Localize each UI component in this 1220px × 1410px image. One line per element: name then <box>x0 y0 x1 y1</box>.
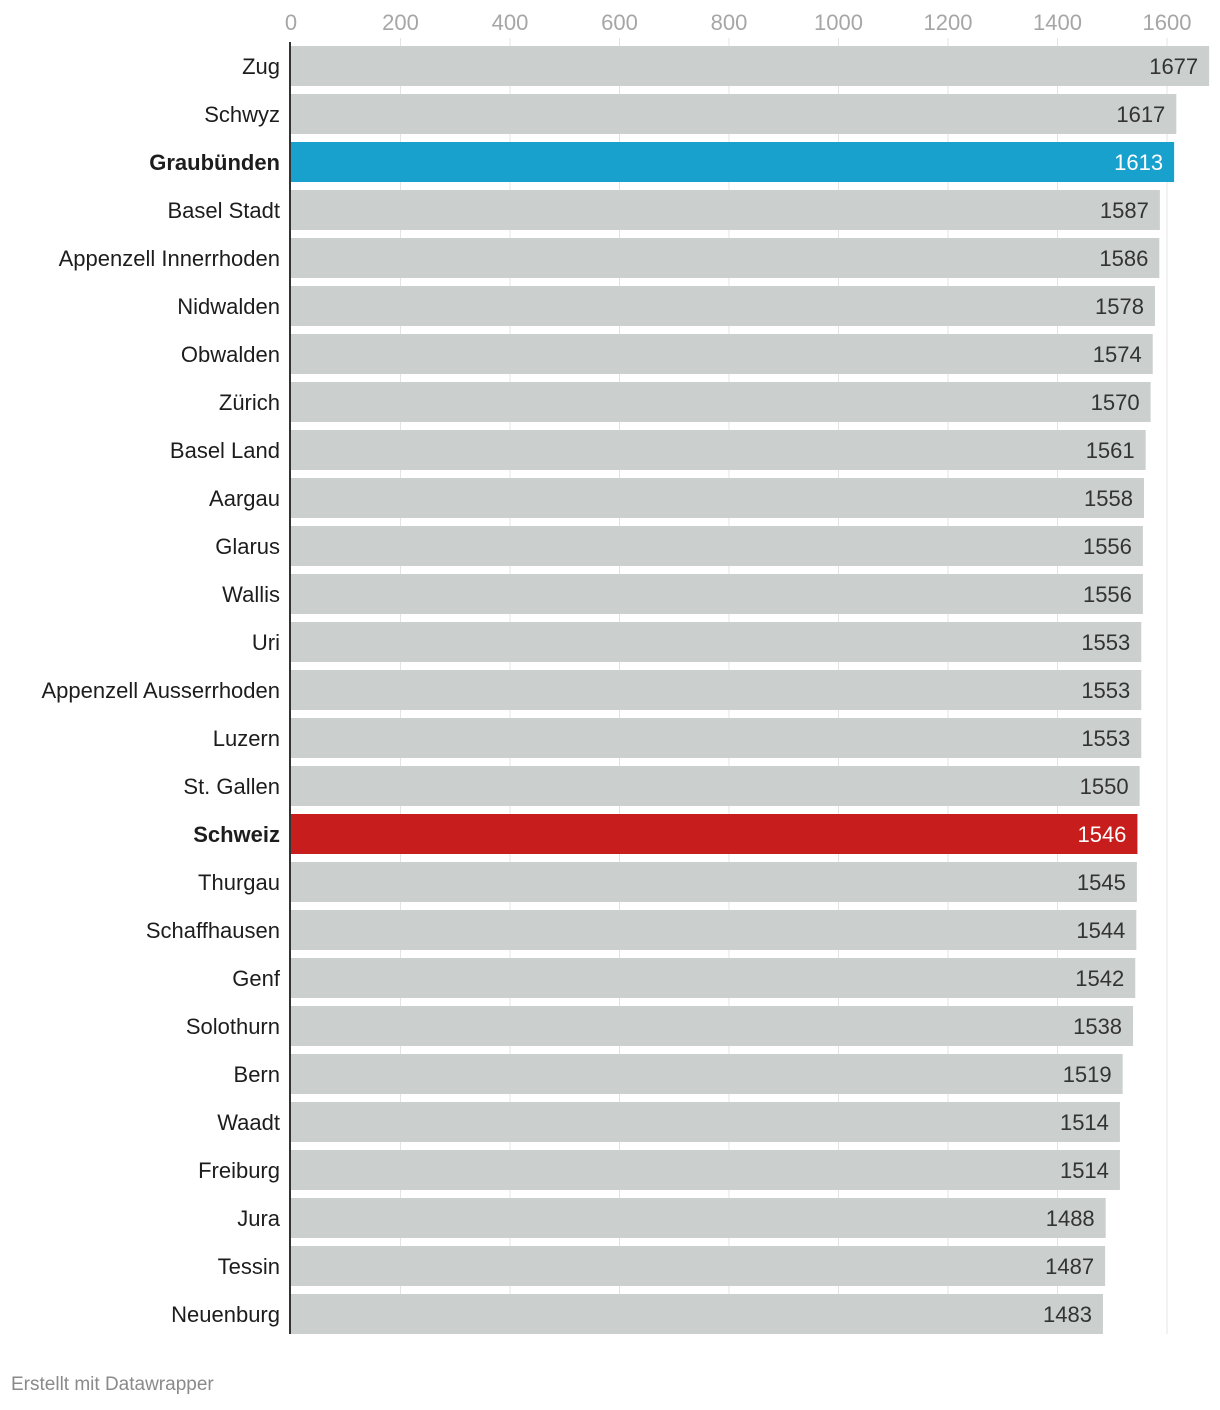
value-label-st-gallen: 1550 <box>1080 774 1129 799</box>
credit-text: Erstellt mit Datawrapper <box>11 1374 214 1395</box>
category-label-genf: Genf <box>232 966 281 991</box>
tick-label-1200: 1200 <box>924 10 973 35</box>
category-label-schweiz: Schweiz <box>193 822 280 847</box>
tick-label-1600: 1600 <box>1143 10 1192 35</box>
value-label-obwalden: 1574 <box>1093 342 1142 367</box>
bar-appenzell-innerrhoden <box>291 238 1160 278</box>
category-label-appenzell-innerrhoden: Appenzell Innerrhoden <box>59 246 280 271</box>
bar-basel-stadt <box>291 190 1160 230</box>
value-label-aargau: 1558 <box>1084 486 1133 511</box>
bar-obwalden <box>291 334 1153 374</box>
value-label-graubünden: 1613 <box>1114 150 1163 175</box>
value-labels: 1677 1617 1613 1587 1586 1578 1574 1570 1561 1558… <box>1043 54 1198 1327</box>
category-label-basel-land: Basel Land <box>170 438 280 463</box>
category-label-zug: Zug <box>242 54 280 79</box>
category-labels: Zug Schwyz Graubünden Basel Stadt Appenzell … <box>42 54 281 1327</box>
value-label-appenzell-innerrhoden: 1586 <box>1099 246 1148 271</box>
category-label-luzern: Luzern <box>213 726 280 751</box>
value-label-zürich: 1570 <box>1091 390 1140 415</box>
category-label-freiburg: Freiburg <box>198 1158 280 1183</box>
value-label-freiburg: 1514 <box>1060 1158 1109 1183</box>
bar-chart: 0 200 400 600 800 1000 1200 1400 1600 Zug Schwyz G… <box>42 10 1210 1334</box>
category-label-uri: Uri <box>252 630 280 655</box>
bar-basel-land <box>291 430 1146 470</box>
category-label-graubünden: Graubünden <box>149 150 280 175</box>
category-label-appenzell-ausserrhoden: Appenzell Ausserrhoden <box>42 678 281 703</box>
value-label-uri: 1553 <box>1081 630 1130 655</box>
category-label-schaffhausen: Schaffhausen <box>146 918 280 943</box>
category-label-obwalden: Obwalden <box>181 342 280 367</box>
category-label-jura: Jura <box>237 1206 281 1231</box>
value-label-appenzell-ausserrhoden: 1553 <box>1081 678 1130 703</box>
category-label-glarus: Glarus <box>215 534 280 559</box>
bar-neuenburg <box>291 1294 1103 1334</box>
bar-st-gallen <box>291 766 1140 806</box>
category-label-bern: Bern <box>234 1062 280 1087</box>
bar-luzern <box>291 718 1142 758</box>
bar-wallis <box>291 574 1143 614</box>
bar-genf <box>291 958 1136 998</box>
bar-waadt <box>291 1102 1120 1142</box>
bar-bern <box>291 1054 1123 1094</box>
value-label-bern: 1519 <box>1063 1062 1112 1087</box>
bar-graubünden <box>291 142 1175 182</box>
bar-solothurn <box>291 1006 1134 1046</box>
bar-schwyz <box>291 94 1177 134</box>
value-label-neuenburg: 1483 <box>1043 1302 1092 1327</box>
bar-zug <box>291 46 1210 86</box>
tick-label-600: 600 <box>601 10 638 35</box>
bar-schaffhausen <box>291 910 1137 950</box>
category-label-wallis: Wallis <box>222 582 280 607</box>
value-label-solothurn: 1538 <box>1073 1014 1122 1039</box>
bar-freiburg <box>291 1150 1120 1190</box>
value-label-schaffhausen: 1544 <box>1076 918 1125 943</box>
value-label-waadt: 1514 <box>1060 1110 1109 1135</box>
tick-label-200: 200 <box>382 10 419 35</box>
value-label-tessin: 1487 <box>1045 1254 1094 1279</box>
bar-thurgau <box>291 862 1137 902</box>
value-label-zug: 1677 <box>1149 54 1198 79</box>
category-label-aargau: Aargau <box>209 486 280 511</box>
value-label-basel-stadt: 1587 <box>1100 198 1149 223</box>
category-label-nidwalden: Nidwalden <box>177 294 280 319</box>
category-label-schwyz: Schwyz <box>204 102 280 127</box>
value-label-thurgau: 1545 <box>1077 870 1126 895</box>
bar-jura <box>291 1198 1106 1238</box>
tick-label-0: 0 <box>285 10 297 35</box>
category-label-solothurn: Solothurn <box>186 1014 280 1039</box>
bar-aargau <box>291 478 1145 518</box>
bar-tessin <box>291 1246 1106 1286</box>
tick-label-800: 800 <box>711 10 748 35</box>
category-label-neuenburg: Neuenburg <box>171 1302 280 1327</box>
bar-glarus <box>291 526 1143 566</box>
bar-nidwalden <box>291 286 1155 326</box>
bar-uri <box>291 622 1142 662</box>
value-label-jura: 1488 <box>1046 1206 1095 1231</box>
value-label-basel-land: 1561 <box>1086 438 1135 463</box>
tick-label-1400: 1400 <box>1033 10 1082 35</box>
tick-label-1000: 1000 <box>814 10 863 35</box>
category-label-zürich: Zürich <box>219 390 280 415</box>
bars <box>291 46 1210 1334</box>
category-label-waadt: Waadt <box>217 1110 280 1135</box>
category-label-basel-stadt: Basel Stadt <box>167 198 280 223</box>
bar-appenzell-ausserrhoden <box>291 670 1142 710</box>
x-axis-ticks: 0 200 400 600 800 1000 1200 1400 1600 <box>285 10 1192 35</box>
value-label-luzern: 1553 <box>1081 726 1130 751</box>
value-label-nidwalden: 1578 <box>1095 294 1144 319</box>
tick-label-400: 400 <box>492 10 529 35</box>
value-label-schweiz: 1546 <box>1077 822 1126 847</box>
value-label-wallis: 1556 <box>1083 582 1132 607</box>
value-label-schwyz: 1617 <box>1116 102 1165 127</box>
category-label-thurgau: Thurgau <box>198 870 280 895</box>
value-label-glarus: 1556 <box>1083 534 1132 559</box>
bar-schweiz <box>291 814 1138 854</box>
category-label-st-gallen: St. Gallen <box>183 774 280 799</box>
category-label-tessin: Tessin <box>218 1254 280 1279</box>
bar-zürich <box>291 382 1151 422</box>
value-label-genf: 1542 <box>1075 966 1124 991</box>
